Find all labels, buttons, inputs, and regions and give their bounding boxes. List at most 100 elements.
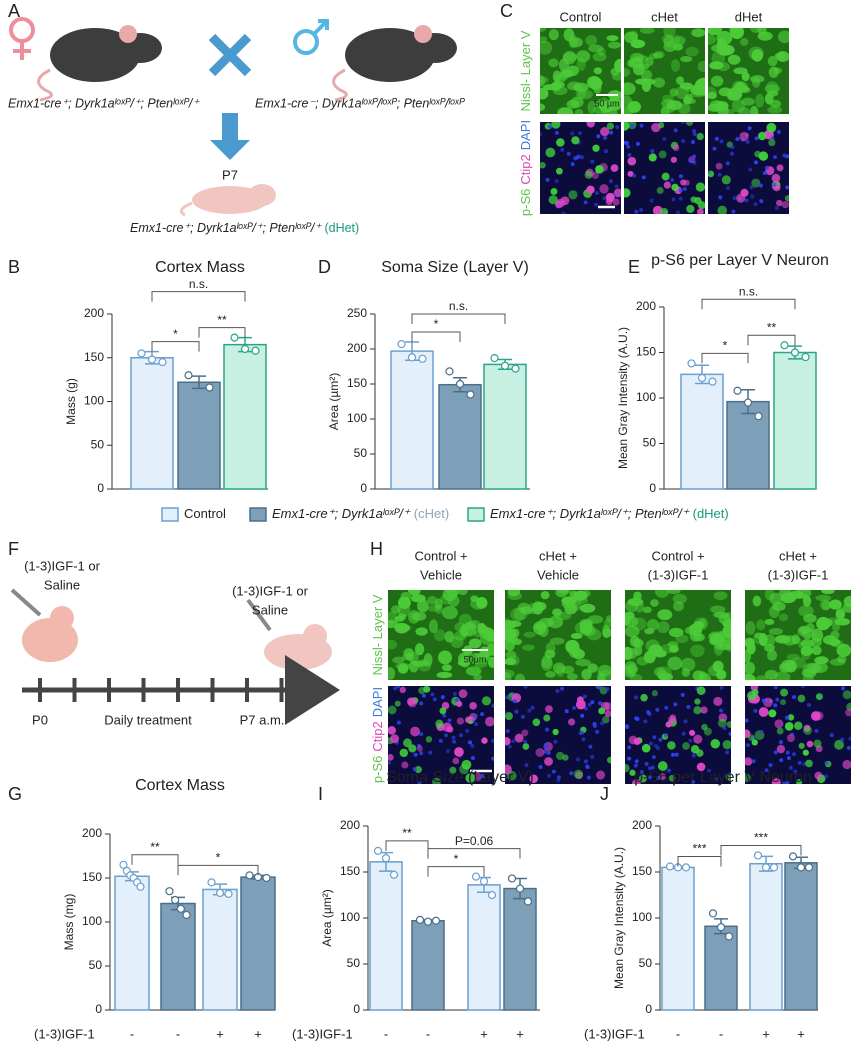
cell — [674, 35, 686, 46]
cell — [407, 698, 418, 708]
cell — [548, 195, 558, 205]
cell — [587, 615, 604, 624]
panel-label: H — [370, 539, 383, 559]
cell — [580, 624, 596, 637]
bar — [784, 862, 818, 1011]
syringe — [246, 598, 272, 632]
cell — [688, 738, 693, 743]
data-point — [423, 917, 433, 926]
cell — [576, 154, 581, 159]
cell — [452, 691, 457, 696]
cell — [627, 156, 637, 166]
cell — [630, 617, 647, 631]
cell — [806, 740, 814, 748]
cell — [624, 188, 631, 198]
y-tick-label: 200 — [84, 306, 104, 320]
cell — [751, 689, 759, 696]
cell — [673, 128, 678, 133]
cell — [660, 106, 670, 114]
data-point — [389, 870, 399, 879]
cell — [731, 209, 736, 214]
cell — [740, 37, 749, 46]
cell — [603, 135, 608, 140]
cell — [653, 52, 664, 59]
cell — [667, 715, 677, 725]
data-point — [466, 390, 475, 399]
column-header: (1-3)IGF-1 — [648, 567, 709, 582]
data-point — [415, 915, 425, 924]
cell — [414, 643, 425, 656]
cell — [449, 766, 457, 774]
cell — [806, 703, 811, 708]
cell — [667, 590, 681, 595]
cell — [800, 646, 813, 656]
y-tick-label: 100 — [340, 910, 360, 924]
significance-label: * — [173, 327, 178, 341]
cell — [815, 594, 832, 602]
cell — [627, 170, 634, 177]
cell — [713, 696, 723, 706]
cell — [774, 719, 784, 729]
cell — [678, 174, 683, 179]
legend-text: Emx1-cre⁺; Dyrk1aˡᵒˣᴾ/⁺ — [272, 506, 411, 521]
data-point — [224, 889, 233, 898]
cell — [590, 700, 595, 705]
cell — [842, 690, 851, 700]
cell — [522, 743, 530, 750]
cell — [767, 90, 779, 97]
cell — [642, 606, 652, 614]
legend-text: Emx1-cre⁺; Dyrk1aˡᵒˣᴾ/⁺; Ptenˡᵒˣᴾ/⁺ — [490, 506, 690, 521]
cell — [625, 141, 630, 146]
cell — [578, 731, 583, 736]
cell — [638, 774, 648, 783]
cell — [652, 205, 663, 214]
data-point — [230, 333, 239, 342]
cell — [670, 752, 675, 757]
y-axis-label: Area (µm²) — [320, 889, 334, 947]
cell — [757, 31, 773, 41]
cell — [757, 131, 767, 141]
cell — [468, 740, 473, 745]
data-point — [381, 854, 391, 863]
cell — [843, 595, 851, 607]
x-tick-label: - — [176, 1026, 180, 1041]
y-tick-label: 100 — [84, 394, 104, 408]
cell — [683, 719, 688, 724]
cell — [845, 708, 851, 717]
data-point — [487, 890, 497, 900]
cell — [438, 650, 453, 665]
cell — [487, 656, 494, 668]
cell — [697, 60, 705, 73]
significance-label: P=0.06 — [455, 834, 494, 848]
cell — [754, 136, 759, 141]
cell — [708, 91, 717, 100]
data-point — [445, 367, 454, 376]
cell — [771, 778, 781, 784]
cell — [428, 750, 433, 755]
cell — [592, 144, 600, 152]
column-header: Control + — [651, 548, 704, 563]
cell — [756, 619, 766, 631]
cell — [778, 613, 789, 622]
x-axis-label: (1-3)IGF-1 — [34, 1026, 95, 1041]
cell — [745, 718, 749, 723]
data-point — [479, 877, 489, 886]
significance-bracket — [177, 864, 259, 876]
cell — [605, 198, 613, 206]
cell — [514, 709, 519, 714]
cell — [554, 179, 559, 184]
cell — [727, 54, 741, 65]
y-tick-label: 50 — [89, 958, 103, 972]
cell — [776, 164, 784, 172]
cell — [470, 743, 475, 748]
x-tick-label: + — [762, 1026, 770, 1041]
cell — [523, 631, 536, 638]
cell — [650, 149, 655, 154]
cell — [732, 80, 747, 92]
cell — [652, 77, 666, 88]
cell — [438, 738, 443, 743]
cell — [775, 697, 780, 702]
x-tick-label: - — [130, 1026, 134, 1041]
significance-label: ** — [767, 320, 777, 334]
